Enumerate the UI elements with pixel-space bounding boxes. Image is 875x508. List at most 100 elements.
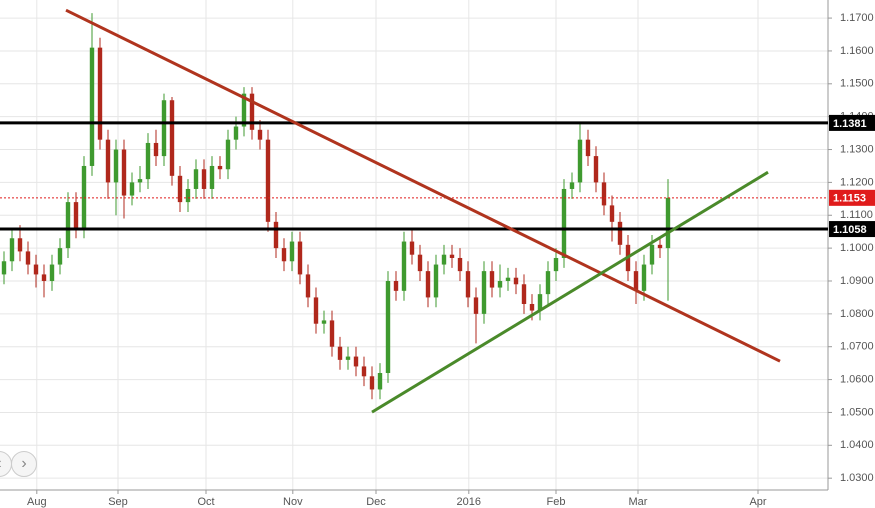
candle-body [161, 100, 167, 157]
x-tick-label: 2016 [457, 496, 481, 508]
scroll-right-button[interactable]: › [11, 451, 37, 477]
trendline [371, 170, 769, 414]
candle-body [569, 182, 575, 189]
candle-body [377, 373, 383, 390]
candle-body [593, 156, 599, 183]
candle-body [273, 221, 279, 249]
y-tick-label: 1.1000 [840, 242, 874, 254]
candle-body [321, 320, 327, 324]
candle-body [169, 100, 175, 176]
candle-body [649, 244, 655, 265]
candle-body [49, 264, 55, 281]
x-tick-label: Oct [197, 496, 214, 508]
price-label: 1.1381 [833, 118, 867, 130]
x-tick-label: Apr [749, 496, 766, 508]
candle-body [401, 241, 407, 291]
y-tick-label: 1.0700 [840, 341, 874, 353]
candle-body [329, 320, 335, 347]
price-label: 1.1058 [833, 224, 867, 236]
candle-body [33, 264, 39, 275]
candle-body [249, 93, 255, 130]
candle-body [337, 346, 343, 360]
candle-body [529, 303, 535, 311]
candle-body [545, 271, 551, 295]
candle-body [281, 248, 287, 262]
candle-body [177, 175, 183, 203]
candle-body [641, 264, 647, 291]
x-tick-label: Nov [283, 496, 303, 508]
candle-body [153, 142, 159, 157]
price-label-box [829, 221, 875, 238]
candle-body [513, 277, 519, 285]
candle-body [1, 261, 7, 275]
candle-body [409, 241, 415, 255]
candle-body [185, 188, 191, 203]
x-tick-label: Feb [547, 496, 566, 508]
candle-body [257, 129, 263, 140]
price-label-box [829, 114, 875, 131]
candle-body [369, 376, 375, 390]
candle-body [553, 257, 559, 272]
candle-body [617, 221, 623, 245]
candle-body [9, 238, 15, 262]
candle-body [313, 297, 319, 324]
candle-body [561, 188, 567, 258]
candle-body [609, 205, 615, 222]
candle-body [473, 297, 479, 314]
candle-body [97, 47, 103, 140]
candle-body [457, 257, 463, 272]
candle-body [417, 254, 423, 272]
candle-body [233, 126, 239, 140]
candle-body [521, 284, 527, 304]
y-tick-label: 1.0300 [840, 472, 874, 484]
candle-body [537, 294, 543, 311]
x-tick-label: Sep [108, 496, 128, 508]
candle-body [113, 149, 119, 183]
y-tick-label: 1.1200 [840, 176, 874, 188]
candle-body [481, 271, 487, 314]
candle-body [25, 251, 31, 265]
candle-body [73, 202, 79, 229]
candle-body [41, 274, 47, 281]
candle-body [121, 149, 127, 196]
candle-body [489, 271, 495, 288]
candle-body [265, 139, 271, 222]
candle-body [585, 139, 591, 157]
candle-body [361, 366, 367, 377]
candle-body [129, 182, 135, 196]
candle-body [633, 271, 639, 291]
y-tick-label: 1.1100 [840, 209, 873, 221]
candle-body [577, 139, 583, 183]
y-tick-label: 1.1500 [840, 78, 874, 90]
candle-body [385, 280, 391, 374]
candle-body [201, 169, 207, 189]
candle-body [353, 356, 359, 367]
candle-body [665, 197, 671, 249]
candle-body [601, 182, 607, 206]
candle-body [193, 169, 199, 189]
candle-body [497, 280, 503, 288]
y-tick-label: 1.1700 [840, 12, 874, 24]
y-tick-label: 1.1600 [840, 45, 874, 57]
candle-body [289, 241, 295, 262]
x-tick-label: Mar [629, 496, 648, 508]
candle-body [433, 264, 439, 298]
x-tick-label: Aug [27, 496, 47, 508]
candle-body [393, 280, 399, 291]
x-tick-label: Dec [366, 496, 386, 508]
y-tick-label: 1.1300 [840, 143, 874, 155]
candle-body [65, 202, 71, 249]
candle-body [57, 248, 63, 265]
candle-body [105, 139, 111, 183]
y-tick-label: 1.0400 [840, 439, 874, 451]
candle-body [465, 271, 471, 298]
candle-body [17, 238, 23, 252]
candle-body [225, 139, 231, 170]
candle-body [505, 277, 511, 281]
candle-body [145, 142, 151, 180]
candle-body [449, 254, 455, 258]
y-tick-label: 1.0900 [840, 275, 874, 287]
candle-body [657, 244, 663, 249]
